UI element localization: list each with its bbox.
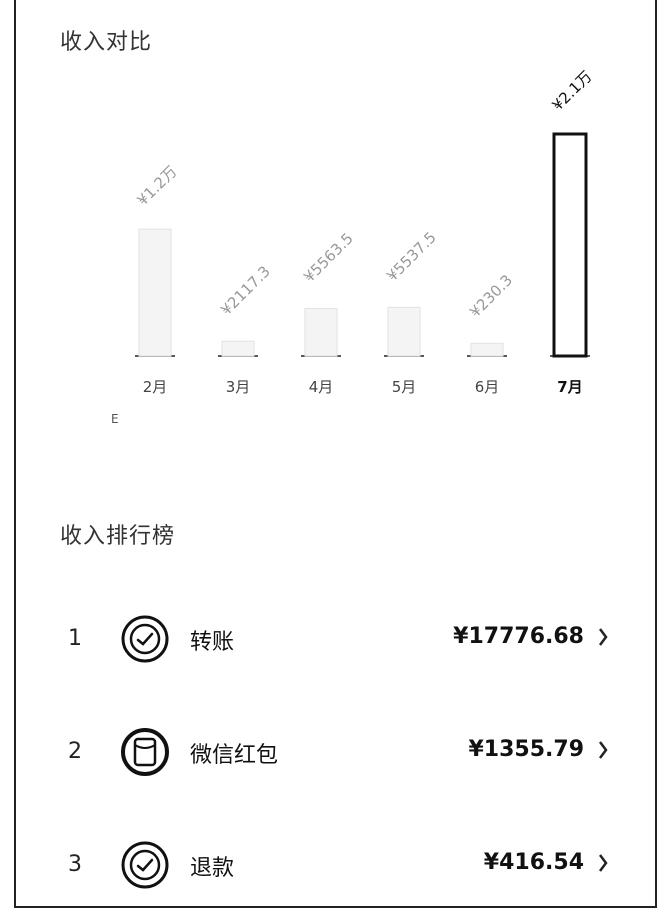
transfer-icon: [121, 615, 169, 663]
red-packet-icon: [121, 728, 169, 776]
month-label[interactable]: 7月: [557, 378, 583, 396]
chevron-right-icon: [599, 741, 608, 759]
rank-amount: ¥1355.79: [468, 737, 584, 762]
bar-6月[interactable]: [470, 342, 504, 357]
rank-name: 转账: [190, 630, 235, 655]
ranking-row[interactable]: 3 退款 ¥416.54: [60, 838, 620, 898]
income-bar-chart: [135, 132, 590, 358]
month-label[interactable]: 6月: [474, 378, 500, 396]
chevron-right-icon: [599, 628, 608, 646]
bar-3月[interactable]: [221, 340, 255, 357]
rank-name: 退款: [190, 856, 235, 881]
rank-number: 1: [68, 626, 82, 651]
rank-amount: ¥416.54: [483, 850, 584, 875]
bar-7月[interactable]: [552, 132, 588, 358]
ranking-row[interactable]: 2 微信红包 ¥1355.79: [60, 725, 620, 785]
refund-icon: [121, 841, 169, 889]
month-label[interactable]: 2月: [142, 378, 168, 396]
bar-2月[interactable]: [138, 228, 172, 357]
ranking-title: 收入排行榜: [60, 524, 176, 549]
screen-frame: [14, 0, 657, 908]
month-label[interactable]: 3月: [225, 378, 251, 396]
rank-number: 3: [68, 852, 82, 877]
rank-name: 微信红包: [190, 743, 279, 768]
month-label[interactable]: 5月: [391, 378, 417, 396]
axis-mark: E: [111, 412, 119, 426]
rank-amount: ¥17776.68: [453, 624, 584, 649]
month-label[interactable]: 4月: [308, 378, 334, 396]
chevron-right-icon: [599, 854, 608, 872]
bar-4月[interactable]: [304, 307, 338, 357]
bar-5月[interactable]: [387, 306, 421, 357]
rank-number: 2: [68, 739, 82, 764]
ranking-row[interactable]: 1 转账 ¥17776.68: [60, 612, 620, 672]
income-compare-title: 收入对比: [60, 30, 153, 55]
